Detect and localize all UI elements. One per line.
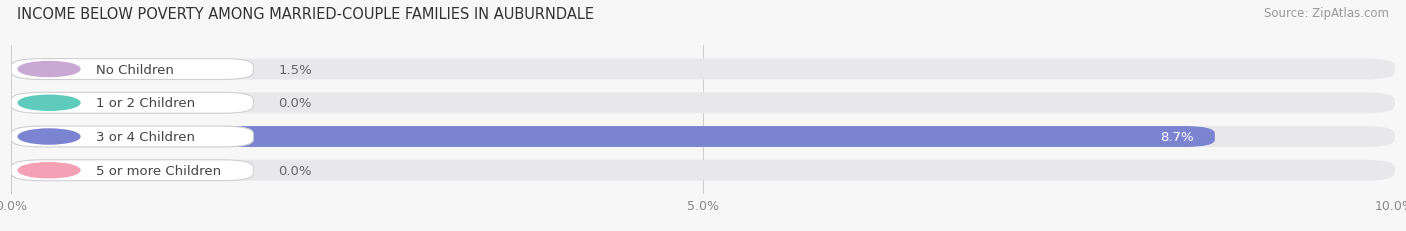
- Text: 0.0%: 0.0%: [278, 164, 312, 177]
- FancyBboxPatch shape: [11, 93, 253, 114]
- FancyBboxPatch shape: [11, 160, 1395, 181]
- Text: Source: ZipAtlas.com: Source: ZipAtlas.com: [1264, 7, 1389, 20]
- FancyBboxPatch shape: [11, 59, 253, 80]
- FancyBboxPatch shape: [11, 127, 1395, 147]
- Text: No Children: No Children: [96, 63, 174, 76]
- FancyBboxPatch shape: [11, 59, 1395, 80]
- Text: 3 or 4 Children: 3 or 4 Children: [96, 131, 195, 143]
- FancyBboxPatch shape: [11, 93, 1395, 114]
- Text: 8.7%: 8.7%: [1160, 131, 1194, 143]
- Circle shape: [18, 163, 80, 178]
- FancyBboxPatch shape: [11, 127, 253, 147]
- Circle shape: [18, 96, 80, 111]
- Text: INCOME BELOW POVERTY AMONG MARRIED-COUPLE FAMILIES IN AUBURNDALE: INCOME BELOW POVERTY AMONG MARRIED-COUPL…: [17, 7, 593, 22]
- Text: 1 or 2 Children: 1 or 2 Children: [96, 97, 195, 110]
- FancyBboxPatch shape: [11, 160, 253, 181]
- FancyBboxPatch shape: [11, 59, 219, 80]
- Text: 0.0%: 0.0%: [278, 97, 312, 110]
- FancyBboxPatch shape: [11, 127, 1215, 147]
- Circle shape: [18, 129, 80, 144]
- Text: 1.5%: 1.5%: [278, 63, 312, 76]
- Text: 5 or more Children: 5 or more Children: [96, 164, 221, 177]
- Circle shape: [18, 62, 80, 77]
